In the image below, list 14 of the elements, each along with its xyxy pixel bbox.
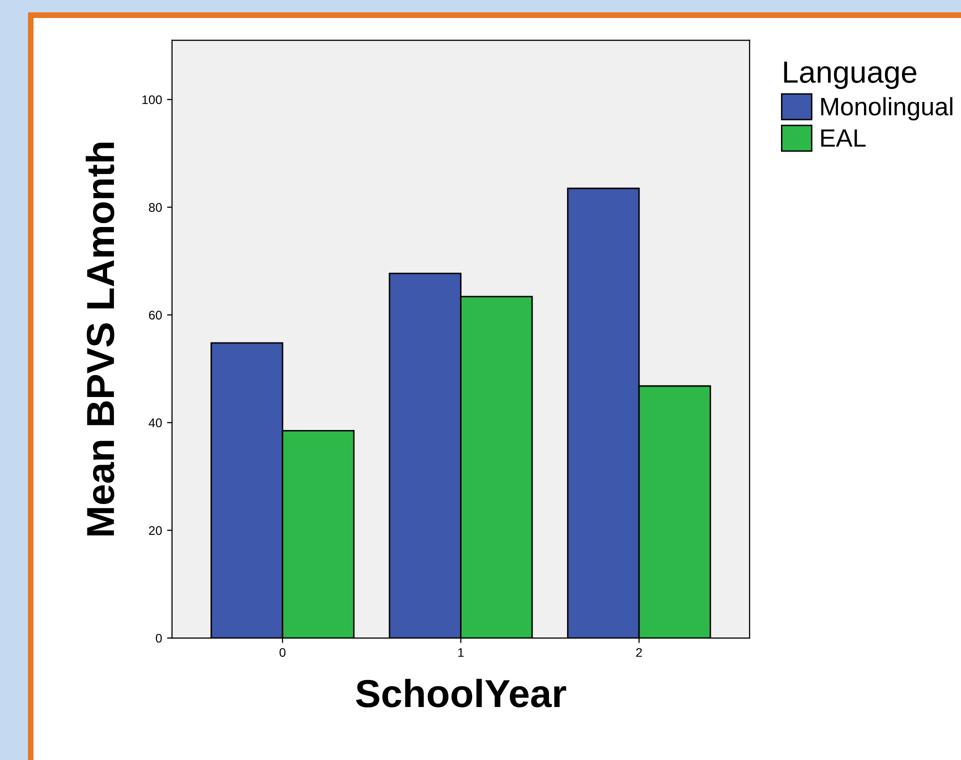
y-tick-label: 60 (149, 310, 162, 320)
y-tick-label: 0 (156, 634, 162, 643)
legend-title: Language (784, 62, 916, 89)
y-tick-label: 80 (148, 203, 162, 212)
x-tick-label: 0 (280, 648, 286, 657)
legend-label: EAL (821, 129, 866, 147)
x-tick-label: 1 (458, 648, 464, 657)
x-axis-title: SchoolYear (356, 678, 566, 708)
y-axis-title: Mean BPVS LAmonth (86, 142, 114, 536)
legend-label: Monolingual (821, 97, 952, 120)
x-tick-label: 2 (636, 648, 642, 657)
y-tick-label: 40 (148, 418, 162, 428)
y-tick-label: 100 (142, 95, 162, 104)
y-tick-label: 20 (149, 526, 162, 535)
